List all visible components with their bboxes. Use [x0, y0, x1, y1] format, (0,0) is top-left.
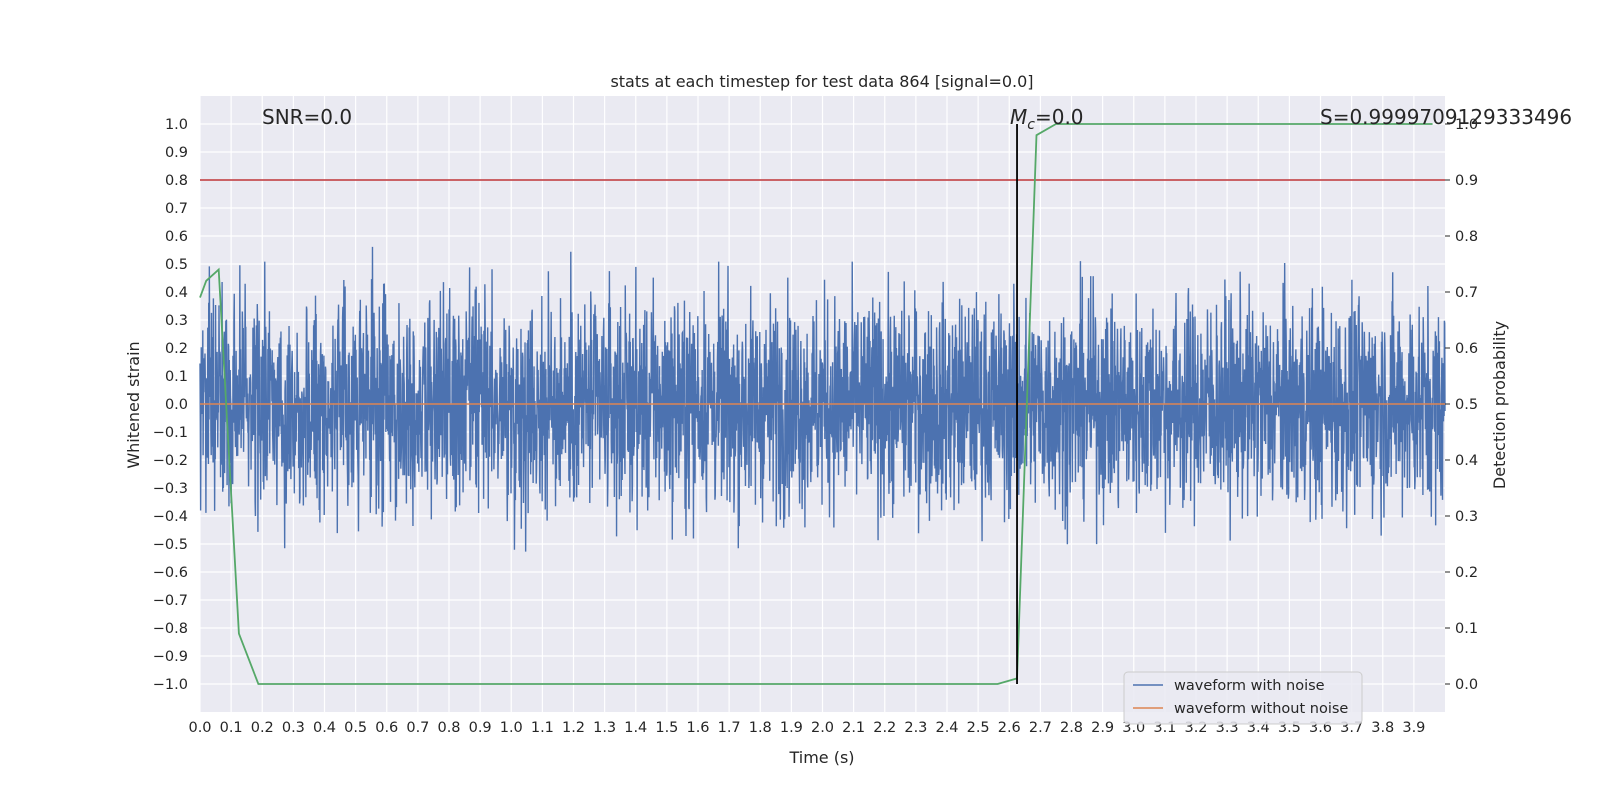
y-tick-label-left: −1.0: [153, 677, 188, 693]
y-tick-label-left: 0.7: [165, 201, 188, 217]
x-tick-label: 1.9: [780, 720, 803, 736]
mc-symbol: M: [1010, 105, 1027, 129]
y-tick-label-left: 0.1: [165, 369, 188, 385]
legend-label-noise: waveform with noise: [1174, 678, 1325, 694]
y-tick-label-right: 0.2: [1455, 565, 1478, 581]
y-tick-label-right: 0.8: [1455, 229, 1478, 245]
mc-value: =0.0: [1035, 105, 1084, 129]
waveform-with-noise-series: [199, 246, 1446, 552]
chart-title: stats at each timestep for test data 864…: [610, 72, 1033, 91]
x-tick-label: 0.9: [469, 720, 492, 736]
s-annotation: S=0.9999709129333496: [1320, 105, 1572, 129]
y-tick-label-right: 0.0: [1455, 677, 1478, 693]
x-tick-label: 1.6: [686, 720, 709, 736]
y-tick-label-left: −0.4: [153, 509, 188, 525]
series-layer: [199, 123, 1445, 685]
y-tick-label-left: 0.2: [165, 341, 188, 357]
x-tick-label: 0.5: [344, 720, 367, 736]
x-tick-label: 0.7: [406, 720, 429, 736]
y-tick-label-left: −0.7: [153, 593, 188, 609]
x-tick-label: 1.3: [593, 720, 616, 736]
x-tick-label: 2.1: [842, 720, 865, 736]
x-tick-label: 0.6: [375, 720, 398, 736]
x-tick-label: 0.8: [437, 720, 460, 736]
y-tick-label-left: 0.5: [165, 257, 188, 273]
y-tick-label-right: 0.4: [1455, 453, 1478, 469]
x-tick-label: 0.1: [220, 720, 243, 736]
mc-subscript: c: [1027, 117, 1035, 133]
y-tick-label-right: 0.9: [1455, 173, 1478, 189]
y-tick-label-left: −0.8: [153, 621, 188, 637]
y-tick-label-left: −0.2: [153, 453, 188, 469]
x-tick-label: 2.2: [873, 720, 896, 736]
x-tick-label: 1.7: [718, 720, 741, 736]
x-tick-label: 2.5: [967, 720, 990, 736]
y-tick-label-right: 1.0: [1455, 117, 1478, 133]
x-tick-label: 1.2: [562, 720, 585, 736]
y-tick-label-left: −0.1: [153, 425, 188, 441]
snr-annotation: SNR=0.0: [262, 105, 352, 129]
y-tick-label-left: 0.4: [165, 285, 188, 301]
y-tick-label-right: 0.5: [1455, 397, 1478, 413]
x-tick-label: 0.4: [313, 720, 336, 736]
x-tick-label: 1.4: [624, 720, 647, 736]
y-tick-label-left: 0.6: [165, 229, 188, 245]
y-tick-label-left: 0.8: [165, 173, 188, 189]
y-tick-label-right: 0.6: [1455, 341, 1478, 357]
x-tick-label: 1.5: [655, 720, 678, 736]
x-tick-label: 2.6: [998, 720, 1021, 736]
x-tick-label: 2.3: [904, 720, 927, 736]
y-tick-label-left: 1.0: [165, 117, 188, 133]
x-tick-label: 0.3: [282, 720, 305, 736]
y-axis-label-right: Detection probability: [1490, 321, 1509, 489]
mc-annotation: Mc=0.0: [1010, 105, 1084, 133]
y-tick-label-left: −0.3: [153, 481, 188, 497]
x-tick-label: 1.0: [500, 720, 523, 736]
x-tick-label: 0.0: [188, 720, 211, 736]
y-tick-label-left: 0.3: [165, 313, 188, 329]
x-tick-label: 1.1: [531, 720, 554, 736]
legend-label-clean: waveform without noise: [1174, 701, 1348, 717]
detection-probability-line: [199, 123, 1433, 685]
legend-box: [1123, 671, 1363, 725]
y-tick-label-left: −0.6: [153, 565, 188, 581]
x-tick-label: 2.9: [1091, 720, 1114, 736]
y-tick-label-left: −0.5: [153, 537, 188, 553]
y-tick-label-left: 0.9: [165, 145, 188, 161]
y-tick-label-left: −0.9: [153, 649, 188, 665]
x-axis-label: Time (s): [788, 748, 854, 767]
x-tick-label: 2.4: [935, 720, 958, 736]
legend: waveform with noise waveform without noi…: [1123, 671, 1363, 725]
x-tick-label: 2.8: [1060, 720, 1083, 736]
x-tick-label: 3.8: [1371, 720, 1394, 736]
waveform-with-noise-line: [199, 246, 1446, 552]
x-tick-label: 0.2: [251, 720, 274, 736]
y-tick-label-right: 0.7: [1455, 285, 1478, 301]
y-axis-label-left: Whitened strain: [124, 341, 143, 468]
x-tick-label: 3.9: [1402, 720, 1425, 736]
x-tick-label: 2.7: [1029, 720, 1052, 736]
x-tick-label: 1.8: [749, 720, 772, 736]
y-tick-label-right: 0.3: [1455, 509, 1478, 525]
y-tick-label-left: 0.0: [165, 397, 188, 413]
y-tick-label-right: 0.1: [1455, 621, 1478, 637]
x-tick-label: 2.0: [811, 720, 834, 736]
